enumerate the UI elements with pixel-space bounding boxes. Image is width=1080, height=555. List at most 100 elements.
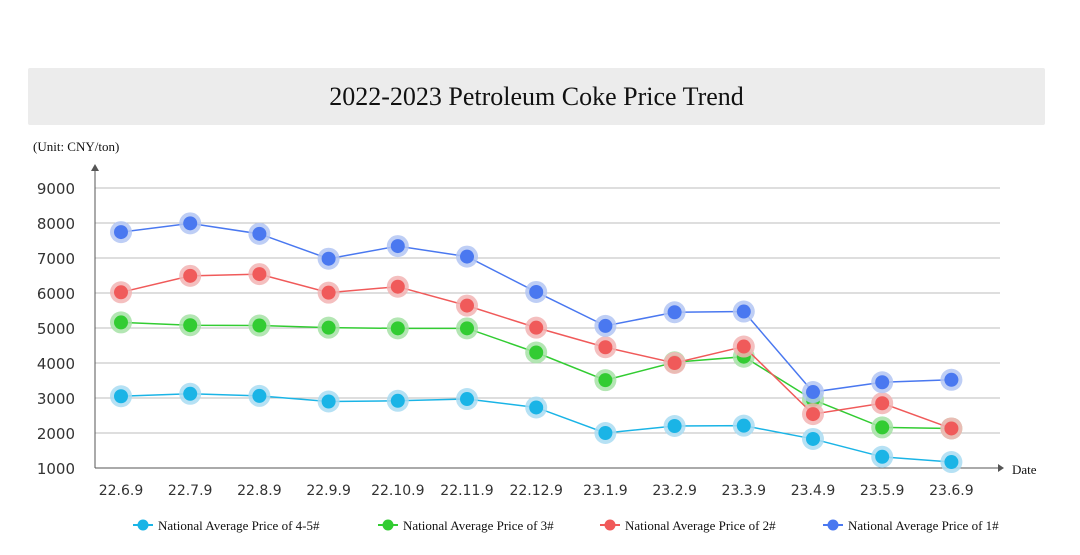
legend-marker (827, 519, 839, 531)
data-point-marker (806, 385, 820, 400)
data-point (179, 382, 202, 405)
data-point-marker (667, 419, 682, 433)
data-point (871, 371, 894, 394)
data-point (594, 314, 617, 337)
data-point (248, 314, 271, 337)
data-point (871, 445, 894, 468)
legend-marker (604, 519, 616, 531)
data-point-marker (460, 298, 474, 313)
data-point-marker (252, 318, 267, 333)
data-point (456, 245, 478, 268)
data-point-marker (598, 426, 613, 440)
data-point (248, 222, 271, 245)
data-point (179, 212, 202, 235)
y-tick-label: 9000 (37, 180, 75, 198)
data-point (732, 300, 755, 323)
legend-item: National Average Price of 4-5# (133, 518, 320, 533)
data-point-marker (736, 339, 751, 354)
data-point-marker (875, 449, 890, 464)
data-point (456, 294, 478, 317)
x-axis-arrow (998, 464, 1004, 472)
data-point-marker (667, 305, 682, 320)
data-point-marker (875, 420, 890, 435)
data-point-marker (460, 249, 474, 264)
data-point (110, 221, 132, 244)
x-tick-label: 22.7.9 (168, 483, 213, 499)
data-point (732, 414, 755, 437)
data-point-marker (529, 284, 544, 299)
x-tick-label: 22.6.9 (99, 483, 144, 499)
data-point (663, 415, 686, 437)
data-point (248, 384, 271, 407)
data-point (663, 352, 686, 374)
data-point-marker (114, 225, 128, 240)
data-point-marker (114, 285, 128, 300)
data-point-marker (183, 268, 198, 283)
y-axis-arrow (91, 164, 99, 171)
data-point (386, 389, 409, 412)
data-point (386, 317, 409, 340)
legend-label: National Average Price of 2# (625, 518, 776, 533)
data-point (110, 311, 132, 334)
data-point-marker (460, 321, 474, 336)
legend-marker (137, 519, 149, 531)
data-point-marker (183, 386, 198, 401)
series-line (110, 263, 963, 440)
data-point (386, 235, 409, 258)
data-point-marker (529, 400, 544, 415)
series-lines (110, 212, 963, 474)
x-tick-label: 22.12.9 (509, 483, 562, 499)
data-point (594, 336, 617, 359)
y-tick-label: 2000 (37, 425, 75, 443)
data-point-marker (321, 320, 336, 335)
data-point-marker (944, 372, 959, 387)
data-point (732, 335, 755, 358)
y-tick-label: 7000 (37, 250, 75, 268)
data-point (802, 381, 824, 404)
x-tick-label: 22.9.9 (306, 483, 351, 499)
y-tick-label: 8000 (37, 215, 75, 233)
data-point (317, 316, 340, 339)
data-point (317, 281, 340, 304)
x-tick-label: 23.4.9 (791, 483, 836, 499)
data-point (871, 416, 894, 439)
y-tick-label: 5000 (37, 320, 75, 338)
data-point-marker (252, 388, 267, 403)
y-tick-label: 6000 (37, 285, 75, 303)
axes (91, 164, 1004, 472)
data-point (248, 263, 271, 286)
legend-label: National Average Price of 4-5# (158, 518, 320, 533)
data-point-marker (736, 304, 751, 319)
data-point-marker (252, 226, 267, 241)
legend-item: National Average Price of 2# (600, 518, 776, 533)
data-point (386, 275, 409, 298)
data-point-marker (321, 394, 336, 409)
data-point-marker (944, 455, 959, 470)
data-point-marker (183, 216, 198, 231)
data-point (456, 388, 478, 411)
y-tick-label: 4000 (37, 355, 75, 373)
data-point (525, 396, 548, 419)
data-point (110, 385, 132, 408)
data-point (940, 368, 963, 391)
x-tick-label: 23.5.9 (860, 483, 905, 499)
data-point-marker (875, 375, 890, 390)
x-tick-label: 23.1.9 (583, 483, 628, 499)
legend-item: National Average Price of 1# (823, 518, 999, 533)
data-point-marker (390, 393, 405, 408)
series-line (110, 212, 963, 404)
x-tick-labels: 22.6.9 22.7.9 22.8.9 22.9.9 22.10.9 22.11.9 22… (99, 483, 974, 499)
data-point-marker (667, 356, 682, 370)
x-axis-label: Date (1012, 462, 1037, 477)
x-tick-label: 23.3.9 (722, 483, 767, 499)
y-tick-label: 1000 (37, 460, 75, 478)
legend-marker (382, 519, 394, 531)
data-point-marker (944, 421, 959, 436)
data-point-marker (598, 373, 613, 388)
data-point (456, 317, 478, 340)
x-tick-label: 23.6.9 (929, 483, 974, 499)
chart-title-bar: 2022-2023 Petroleum Coke Price Trend (28, 68, 1045, 125)
data-point-marker (529, 345, 544, 360)
data-point (317, 390, 340, 413)
